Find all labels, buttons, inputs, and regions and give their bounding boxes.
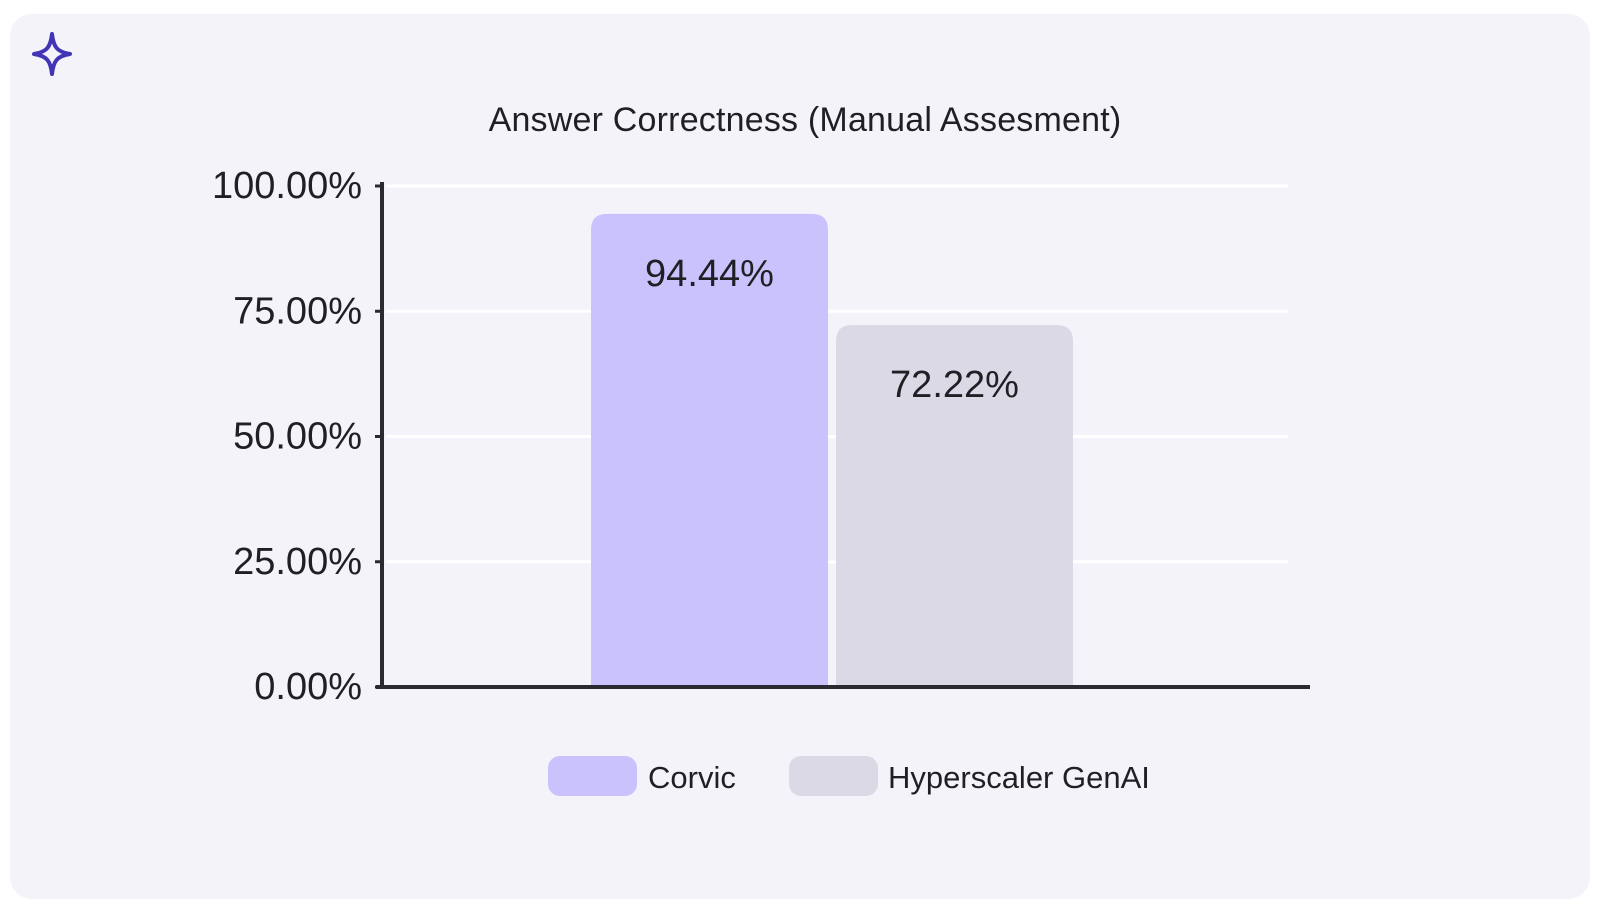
y-tick-label: 0.00% (254, 666, 362, 708)
legend-label: Hyperscaler GenAI (888, 760, 1150, 795)
legend-swatch (789, 756, 878, 796)
data-label: 72.22% (890, 364, 1019, 406)
data-label: 94.44% (645, 253, 774, 295)
y-tick-label: 25.00% (233, 541, 362, 583)
y-tick-label: 100.00% (212, 165, 362, 207)
y-axis-ticks: 100.00% 75.00% 50.00% 25.00% 0.00% (212, 165, 382, 708)
bars (591, 213, 1073, 686)
bar-hyperscaler-genai (836, 325, 1073, 685)
y-tick-label: 50.00% (233, 416, 362, 458)
legend-swatch (548, 756, 637, 796)
chart-title: Answer Correctness (Manual Assesment) (489, 101, 1122, 139)
bar-corvic (591, 213, 828, 686)
y-tick-label: 75.00% (233, 290, 362, 332)
legend: Corvic Hyperscaler GenAI (548, 756, 1150, 796)
data-labels: 94.44% 72.22% (645, 253, 1019, 406)
sparkle-logo-icon (32, 32, 72, 76)
legend-label: Corvic (648, 760, 736, 795)
